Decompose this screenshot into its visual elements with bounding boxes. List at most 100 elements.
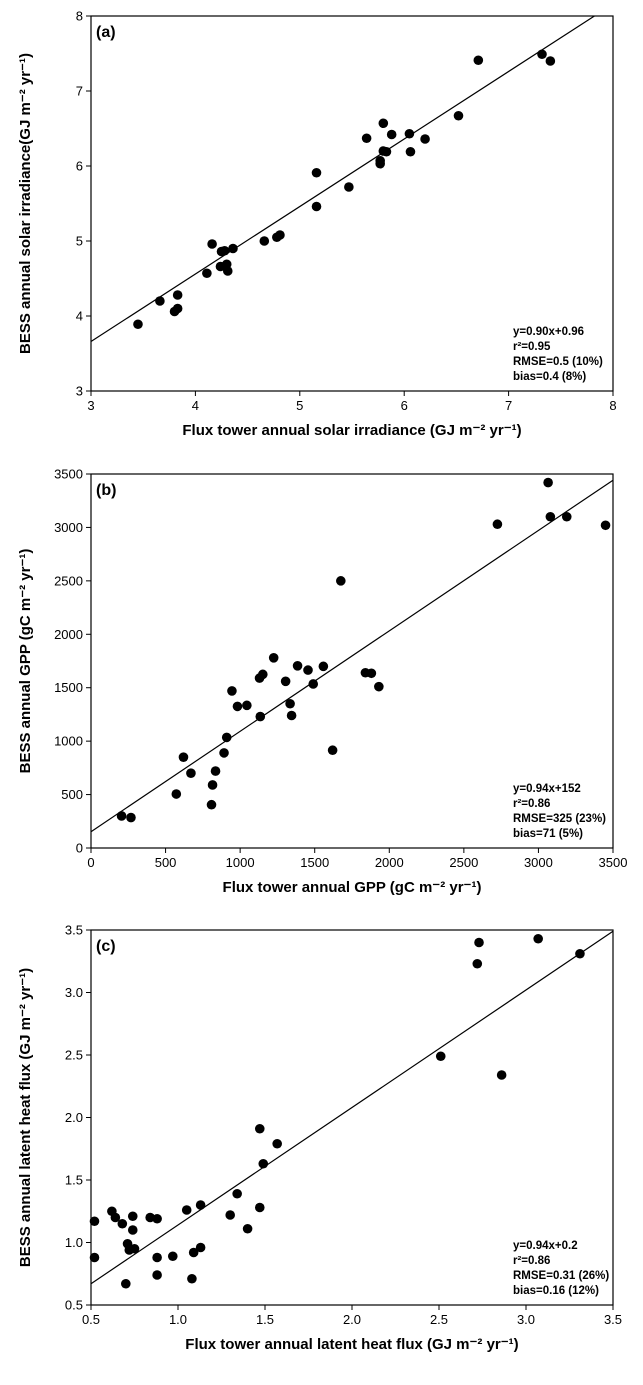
data-point bbox=[533, 933, 543, 944]
data-point bbox=[133, 319, 143, 330]
data-point bbox=[374, 681, 384, 692]
data-point bbox=[126, 812, 136, 823]
x-tick-label: 3000 bbox=[524, 855, 553, 870]
x-tick-label: 0 bbox=[87, 855, 94, 870]
plot-frame bbox=[90, 15, 614, 392]
stat-line: r²=0.86 bbox=[513, 1255, 550, 1267]
data-point bbox=[537, 49, 547, 60]
y-tick-label: 3.5 bbox=[65, 923, 83, 938]
data-point bbox=[386, 129, 397, 140]
data-point bbox=[268, 652, 279, 663]
y-tick-label: 5 bbox=[76, 234, 83, 249]
y-axis-title: BESS annual latent heat flux (GJ m⁻² yr⁻… bbox=[17, 968, 34, 1267]
stat-line: RMSE=0.5 (10%) bbox=[513, 356, 603, 368]
data-point bbox=[155, 296, 165, 306]
data-point bbox=[286, 710, 297, 721]
y-axis-title: BESS annual solar irradiance(GJ m⁻² yr⁻¹… bbox=[17, 53, 34, 354]
panel-label: (b) bbox=[96, 482, 116, 499]
regression-line bbox=[90, 15, 595, 343]
data-point bbox=[561, 511, 572, 522]
data-point bbox=[195, 1242, 206, 1253]
x-tick-label: 1500 bbox=[300, 855, 329, 870]
y-tick-label: 3500 bbox=[54, 467, 83, 482]
data-point bbox=[117, 1218, 128, 1229]
data-point bbox=[222, 266, 233, 276]
data-point bbox=[188, 1247, 199, 1258]
data-point bbox=[361, 133, 372, 144]
data-point bbox=[172, 290, 183, 300]
data-point bbox=[318, 661, 329, 672]
y-tick-label: 6 bbox=[76, 159, 83, 174]
data-point bbox=[172, 303, 183, 314]
x-tick-label: 1.0 bbox=[169, 1312, 187, 1327]
data-point bbox=[435, 1051, 446, 1062]
chart-panel-1: 0 500 1000 1500 2000 2500 3000 3500 0 500 1000 1500… bbox=[17, 467, 627, 897]
data-point bbox=[152, 1270, 162, 1280]
data-point bbox=[272, 1138, 282, 1149]
panel-label: (c) bbox=[96, 938, 116, 955]
x-tick-label: 0.5 bbox=[82, 1312, 100, 1327]
data-point bbox=[404, 128, 415, 139]
data-point bbox=[375, 155, 385, 166]
y-tick-label: 2.0 bbox=[65, 1110, 83, 1125]
y-tick-label: 2500 bbox=[54, 573, 83, 588]
data-point bbox=[327, 745, 338, 756]
stat-line: RMSE=325 (23%) bbox=[513, 813, 606, 825]
data-point bbox=[110, 1212, 121, 1223]
x-tick-label: 4 bbox=[192, 398, 199, 413]
data-point bbox=[221, 732, 232, 743]
data-point bbox=[167, 1251, 178, 1262]
stat-line: y=0.94x+0.2 bbox=[513, 1240, 578, 1252]
data-point bbox=[308, 679, 319, 689]
data-point bbox=[152, 1213, 162, 1224]
data-point bbox=[600, 520, 611, 531]
data-point bbox=[258, 1158, 269, 1169]
data-point bbox=[405, 146, 416, 157]
data-point bbox=[366, 668, 377, 679]
data-point bbox=[472, 958, 483, 969]
regression-line bbox=[90, 479, 614, 833]
stat-line: bias=0.16 (12%) bbox=[513, 1285, 599, 1297]
y-tick-label: 500 bbox=[61, 787, 83, 802]
data-point bbox=[453, 110, 464, 121]
stat-line: r²=0.95 bbox=[513, 341, 551, 353]
data-point bbox=[311, 167, 322, 178]
data-point bbox=[285, 698, 295, 709]
data-point bbox=[206, 799, 217, 810]
data-point bbox=[474, 937, 484, 948]
data-point bbox=[255, 711, 266, 722]
y-tick-label: 7 bbox=[76, 84, 83, 99]
data-point bbox=[227, 686, 237, 696]
stat-line: bias=0.4 (8%) bbox=[513, 371, 586, 383]
y-tick-label: 2.5 bbox=[65, 1048, 83, 1063]
x-axis-title: Flux tower annual solar irradiance (GJ m… bbox=[182, 422, 521, 439]
x-tick-label: 5 bbox=[296, 398, 303, 413]
data-point bbox=[152, 1252, 162, 1263]
data-point bbox=[219, 245, 230, 256]
data-point bbox=[242, 1223, 253, 1234]
chart-panel-0: 3 4 5 6 7 8 3 4 5 6 7 8 (a) y=0.90x+0.96 r²=0.95 RMSE=0… bbox=[17, 9, 617, 440]
data-point bbox=[543, 477, 553, 488]
x-tick-label: 2000 bbox=[375, 855, 404, 870]
y-tick-label: 1000 bbox=[54, 734, 83, 749]
plot-frame bbox=[90, 473, 614, 849]
data-point bbox=[545, 511, 556, 522]
stat-line: y=0.94x+152 bbox=[513, 783, 581, 795]
y-tick-label: 3 bbox=[76, 384, 83, 399]
y-tick-label: 2000 bbox=[54, 627, 83, 642]
y-tick-label: 3.0 bbox=[65, 985, 83, 1000]
data-point bbox=[207, 780, 218, 790]
x-tick-label: 3500 bbox=[599, 855, 628, 870]
data-point bbox=[207, 239, 217, 249]
y-tick-label: 1.0 bbox=[65, 1235, 83, 1250]
data-point bbox=[178, 752, 189, 762]
data-point bbox=[89, 1216, 100, 1227]
y-tick-label: 0 bbox=[76, 841, 83, 856]
data-point bbox=[129, 1243, 140, 1254]
data-point bbox=[187, 1273, 197, 1284]
data-point bbox=[181, 1205, 192, 1215]
data-point bbox=[473, 55, 484, 66]
data-point bbox=[121, 1278, 131, 1289]
data-point bbox=[258, 669, 268, 680]
data-point bbox=[116, 811, 127, 821]
